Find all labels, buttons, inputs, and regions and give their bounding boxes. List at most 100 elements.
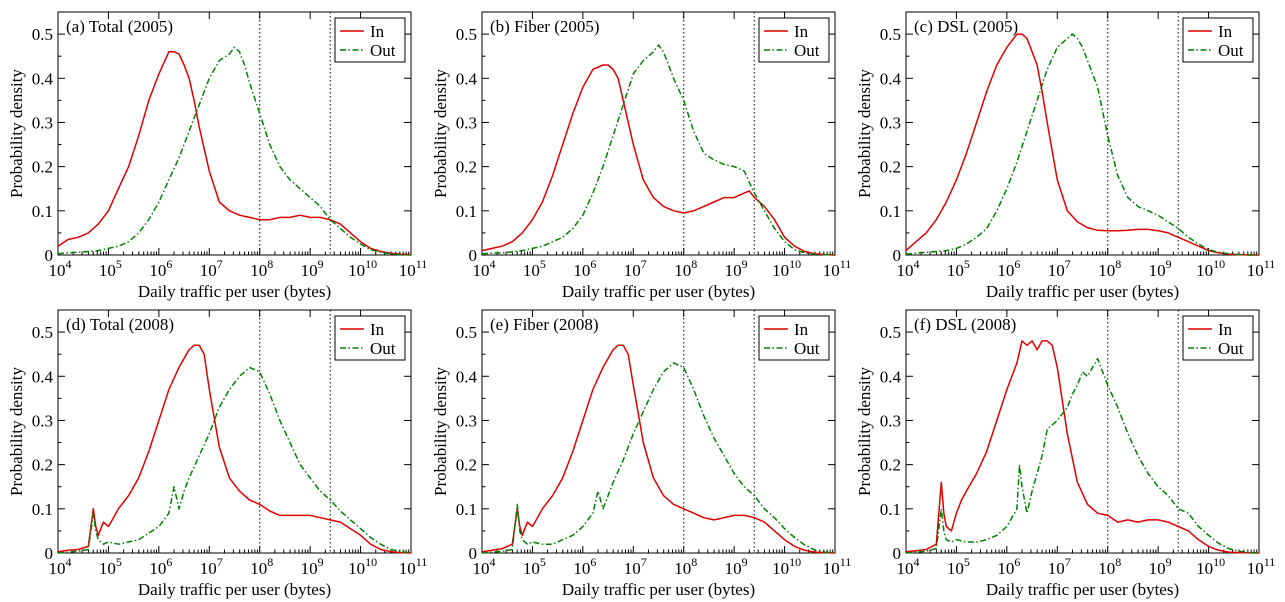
x-tick-base: 10 (725, 559, 742, 578)
x-axis-label: Daily traffic per user (bytes) (986, 282, 1179, 301)
x-tick-exponent: 11 (416, 555, 428, 569)
x-tick-exponent: 5 (540, 555, 546, 569)
x-tick-base: 10 (573, 559, 590, 578)
y-tick-label: 0.1 (456, 202, 477, 221)
x-tick-exponent: 5 (116, 257, 122, 271)
y-tick-label: 0 (893, 246, 902, 265)
x-tick-label: 105 (523, 257, 546, 280)
x-tick-exponent: 10 (1213, 555, 1225, 569)
x-tick-base: 10 (823, 559, 840, 578)
x-tick-base: 10 (200, 261, 217, 280)
y-tick-label: 0.5 (32, 25, 53, 44)
x-tick-exponent: 6 (590, 257, 596, 271)
y-tick-label: 0.5 (880, 323, 901, 342)
x-tick-label: 107 (624, 555, 647, 578)
y-tick-label: 0.1 (880, 202, 901, 221)
x-tick-base: 10 (997, 559, 1014, 578)
panel-title: (f) DSL (2008) (914, 315, 1016, 334)
x-tick-exponent: 8 (1115, 555, 1121, 569)
x-tick-exponent: 11 (840, 555, 852, 569)
panel-4: 104 105 106 107 108 109 1010 101100.10.20.30.40… (7, 309, 428, 599)
x-tick-exponent: 7 (1065, 555, 1071, 569)
legend-label-out: Out (370, 41, 396, 60)
legend-label-in: In (370, 320, 385, 339)
x-tick-label: 105 (99, 257, 122, 280)
y-tick-label: 0.1 (880, 500, 901, 519)
y-tick-label: 0.5 (456, 323, 477, 342)
x-tick-exponent: 10 (789, 257, 801, 271)
x-tick-base: 10 (49, 559, 66, 578)
series-out-line (905, 33, 1259, 256)
x-tick-label: 1011 (399, 257, 428, 280)
x-tick-label: 1010 (772, 257, 801, 280)
y-tick-label: 0.1 (32, 500, 53, 519)
x-tick-base: 10 (523, 559, 540, 578)
x-tick-label: 104 (897, 257, 920, 280)
panel-2: 104 105 106 107 108 109 1010 101100.10.20.30.40… (431, 11, 852, 301)
x-tick-label: 104 (897, 555, 920, 578)
series-out-line (481, 44, 836, 256)
legend-box (334, 17, 406, 63)
x-tick-exponent: 8 (267, 555, 273, 569)
x-tick-base: 10 (149, 559, 166, 578)
x-tick-label: 107 (1048, 257, 1071, 280)
x-tick-base: 10 (1048, 559, 1065, 578)
x-tick-base: 10 (523, 261, 540, 280)
x-tick-exponent: 4 (490, 257, 496, 271)
x-tick-exponent: 6 (166, 257, 172, 271)
y-tick-label: 0.4 (32, 367, 54, 386)
x-tick-exponent: 10 (365, 257, 377, 271)
x-tick-exponent: 8 (1115, 257, 1121, 271)
panel-title: (a) Total (2005) (66, 17, 173, 36)
x-tick-base: 10 (624, 559, 641, 578)
series-in-line (57, 51, 412, 256)
series-in-line (481, 64, 836, 256)
y-axis-label: Probability density (431, 367, 450, 496)
series-out-line (481, 362, 836, 554)
legend-label-out: Out (1218, 41, 1244, 60)
x-tick-label: 106 (573, 257, 596, 280)
legend-label-in: In (1218, 22, 1233, 41)
x-tick-exponent: 11 (416, 257, 428, 271)
legend-label-in: In (794, 22, 809, 41)
x-tick-label: 106 (573, 555, 596, 578)
x-tick-exponent: 11 (1264, 555, 1276, 569)
x-tick-label: 1011 (823, 257, 852, 280)
x-tick-base: 10 (301, 559, 318, 578)
x-tick-exponent: 7 (1065, 257, 1071, 271)
y-tick-label: 0.3 (32, 113, 53, 132)
panel-5: 104 105 106 107 108 109 1010 101100.10.20.30.40… (431, 309, 852, 599)
x-tick-base: 10 (674, 559, 691, 578)
x-tick-base: 10 (149, 261, 166, 280)
y-axis-label: Probability density (7, 367, 26, 496)
x-axis-label: Daily traffic per user (bytes) (562, 580, 755, 599)
y-tick-label: 0.2 (456, 456, 477, 475)
x-tick-base: 10 (823, 261, 840, 280)
x-tick-exponent: 5 (964, 555, 970, 569)
x-tick-base: 10 (473, 559, 490, 578)
x-tick-label: 1010 (348, 555, 377, 578)
x-tick-label: 104 (49, 257, 72, 280)
x-tick-label: 1010 (772, 555, 801, 578)
x-axis-label: Daily traffic per user (bytes) (138, 282, 331, 301)
plot-frame (481, 309, 836, 554)
x-tick-base: 10 (573, 261, 590, 280)
legend-label-out: Out (794, 41, 820, 60)
x-tick-exponent: 9 (742, 555, 748, 569)
x-tick-label: 105 (523, 555, 546, 578)
legend-label-out: Out (1218, 339, 1244, 358)
x-tick-base: 10 (725, 261, 742, 280)
x-tick-exponent: 7 (217, 555, 223, 569)
x-tick-base: 10 (473, 261, 490, 280)
x-tick-base: 10 (1196, 559, 1213, 578)
x-tick-exponent: 8 (691, 555, 697, 569)
x-tick-base: 10 (348, 559, 365, 578)
y-tick-label: 0.1 (32, 202, 53, 221)
y-tick-label: 0 (469, 246, 478, 265)
x-tick-base: 10 (399, 559, 416, 578)
x-tick-label: 104 (473, 257, 496, 280)
y-tick-label: 0 (469, 544, 478, 563)
x-tick-exponent: 5 (540, 257, 546, 271)
x-tick-exponent: 5 (116, 555, 122, 569)
